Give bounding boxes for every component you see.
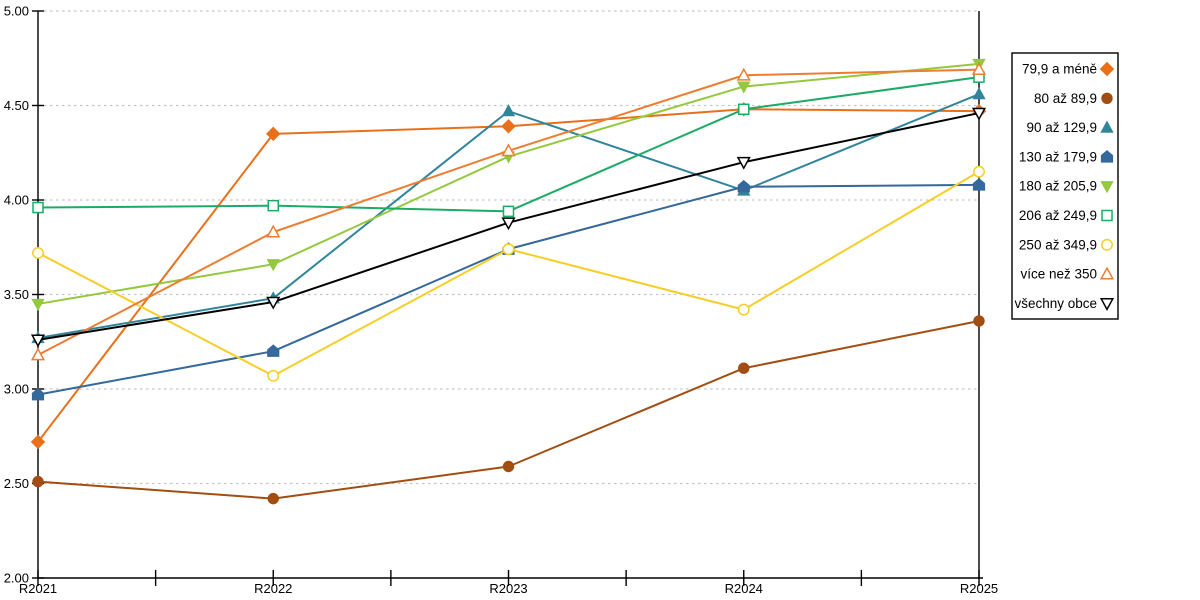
data-point-marker — [738, 362, 750, 374]
x-axis-label: R2022 — [254, 581, 292, 596]
data-point-marker — [502, 460, 515, 473]
data-point-marker — [501, 217, 516, 231]
data-point-marker — [267, 344, 280, 357]
legend-label: 250 až 349,9 — [1019, 237, 1097, 252]
data-point-marker — [267, 492, 279, 505]
diamond-legend-icon — [1099, 61, 1115, 77]
circle-legend-icon — [1101, 238, 1113, 251]
data-point-marker — [267, 369, 280, 382]
data-point-marker — [267, 199, 279, 212]
data-point-marker — [501, 119, 516, 134]
legend-label: všechny obce — [1014, 296, 1097, 311]
y-axis-label: 5.00 — [4, 4, 29, 19]
data-point-marker — [31, 387, 45, 401]
legend-label: 130 až 179,9 — [1019, 149, 1097, 164]
y-axis-label: 4.00 — [4, 193, 29, 208]
data-point-marker — [266, 126, 281, 142]
data-point-marker — [31, 298, 45, 311]
data-point-marker — [972, 178, 986, 191]
legend-label: více než 350 — [1020, 267, 1097, 282]
triangle-up-legend-icon — [1100, 120, 1114, 133]
legend-label: 79,9 a méně — [1022, 62, 1097, 77]
data-point-marker — [737, 179, 750, 193]
x-axis-label: R2024 — [725, 581, 763, 596]
triangle-down-legend-icon — [1100, 181, 1114, 194]
data-point-marker — [30, 347, 46, 361]
data-point-marker — [738, 103, 750, 116]
y-axis-label: 4.50 — [4, 98, 29, 113]
y-axis-label: 3.50 — [4, 287, 29, 302]
triangle-down-legend-icon — [1099, 298, 1115, 311]
y-axis-label: 2.00 — [4, 571, 29, 586]
data-point-marker — [502, 205, 515, 218]
legend-box — [1011, 52, 1119, 320]
data-point-marker — [736, 156, 751, 170]
legend-label: 206 až 249,9 — [1019, 208, 1097, 223]
data-point-marker — [971, 62, 987, 75]
data-point-marker — [501, 143, 516, 157]
data-point-marker — [972, 87, 986, 100]
legend-label: 90 až 129,9 — [1026, 120, 1097, 135]
data-point-marker — [30, 334, 46, 348]
data-point-marker — [971, 107, 987, 121]
square-legend-icon — [1101, 209, 1113, 222]
y-axis-label: 3.00 — [4, 382, 29, 397]
data-point-marker — [736, 67, 751, 81]
triangle-up-legend-icon — [1099, 266, 1115, 280]
x-axis-label: R2025 — [960, 581, 998, 596]
circle-legend-icon — [1101, 92, 1113, 105]
data-point-marker — [737, 303, 750, 316]
data-point-marker — [32, 246, 44, 259]
y-axis-label: 2.50 — [4, 476, 29, 491]
data-point-marker — [32, 475, 44, 488]
x-axis-label: R2023 — [489, 581, 527, 596]
pentagon-legend-icon — [1100, 150, 1114, 163]
data-point-marker — [32, 201, 44, 214]
data-point-marker — [30, 434, 46, 450]
data-point-marker — [502, 243, 515, 256]
data-point-marker — [266, 224, 281, 238]
data-point-marker — [501, 104, 516, 117]
legend-label: 80 až 89,9 — [1034, 91, 1097, 106]
data-point-marker — [737, 81, 751, 94]
data-point-marker — [973, 165, 985, 178]
data-point-marker — [266, 296, 281, 310]
data-point-marker — [266, 259, 280, 272]
x-axis-label: R2021 — [19, 581, 57, 596]
data-point-marker — [973, 315, 985, 327]
legend-label: 180 až 205,9 — [1019, 179, 1097, 194]
